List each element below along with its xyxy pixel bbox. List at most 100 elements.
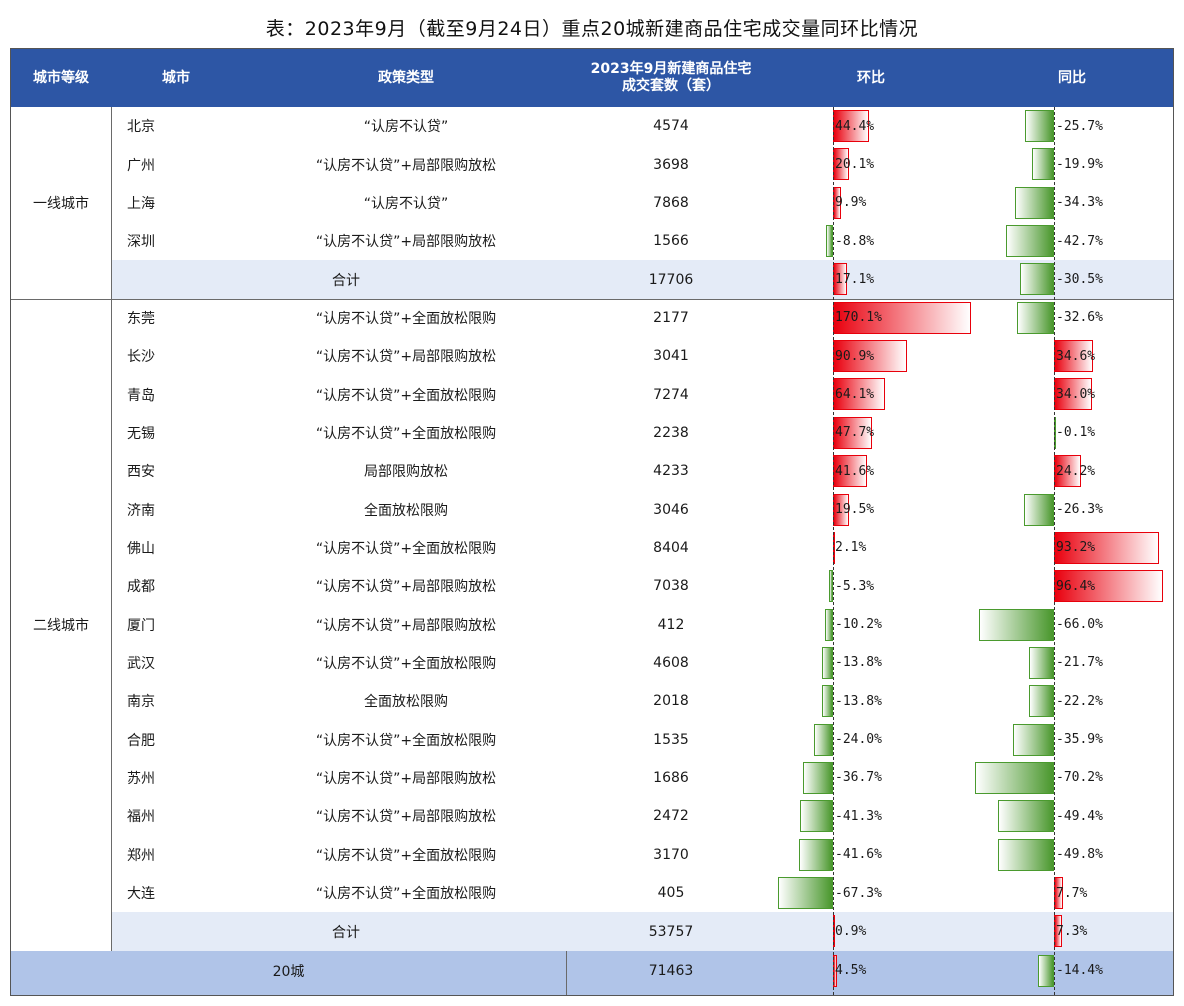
table-title: 表：2023年9月（截至9月24日）重点20城新建商品住宅成交量同环比情况 bbox=[265, 18, 919, 40]
yoy-label: -70.2% bbox=[1056, 770, 1103, 786]
policy-type: “认房不认贷” bbox=[363, 119, 449, 136]
tier-label: 二线城市 bbox=[33, 617, 89, 634]
subtotal-yoy-label: 7.3% bbox=[1056, 923, 1088, 939]
mom-label: -13.8% bbox=[835, 693, 882, 709]
mom-label: 90.9% bbox=[835, 348, 875, 364]
mom-bar bbox=[778, 877, 833, 909]
policy-type: “认房不认贷”+全面放松限购 bbox=[315, 886, 497, 903]
volume-value: 1535 bbox=[653, 731, 689, 748]
subtotal-mom-label: 0.9% bbox=[835, 923, 867, 939]
city-name: 郑州 bbox=[127, 847, 155, 864]
mom-label: -8.8% bbox=[835, 233, 875, 249]
mom-bar bbox=[833, 301, 971, 334]
total-yoy-label: -14.4% bbox=[1056, 963, 1103, 979]
yoy-label: -34.3% bbox=[1056, 195, 1103, 211]
policy-type: “认房不认贷”+局部限购放松 bbox=[315, 771, 497, 788]
yoy-bar bbox=[1005, 225, 1054, 258]
volume-value: 3170 bbox=[653, 846, 689, 863]
yoy-bar bbox=[1031, 148, 1054, 181]
city-name: 青岛 bbox=[127, 387, 155, 404]
header-policy: 政策类型 bbox=[378, 69, 434, 86]
mom-label: 64.1% bbox=[835, 386, 875, 402]
group-divider bbox=[11, 298, 1173, 300]
mom-bar bbox=[799, 800, 833, 833]
city-name: 福州 bbox=[127, 809, 155, 826]
yoy-bar bbox=[1054, 455, 1082, 488]
volume-value: 4233 bbox=[653, 463, 689, 480]
city-name: 南京 bbox=[127, 694, 155, 711]
mom-bar bbox=[803, 761, 833, 794]
policy-type: “认房不认贷”+全面放松限购 bbox=[315, 541, 497, 558]
header-yoy: 同比 bbox=[1058, 69, 1086, 86]
subtotal-volume: 53757 bbox=[648, 923, 694, 940]
yoy-bar bbox=[997, 838, 1054, 871]
tier-divider bbox=[111, 107, 112, 951]
city-name: 东莞 bbox=[127, 310, 155, 327]
volume-value: 2238 bbox=[653, 424, 689, 441]
mom-bar bbox=[813, 723, 833, 756]
subtotal-label: 合计 bbox=[332, 272, 360, 289]
mom-label: -5.3% bbox=[835, 578, 875, 594]
yoy-bar bbox=[998, 800, 1054, 833]
header-volume-line1: 2023年9月新建商品住宅 bbox=[590, 61, 752, 77]
volume-value: 4608 bbox=[653, 655, 689, 672]
policy-type: 全面放松限购 bbox=[364, 694, 448, 711]
city-name: 武汉 bbox=[127, 656, 155, 673]
yoy-label: 93.2% bbox=[1056, 540, 1096, 556]
volume-value: 405 bbox=[657, 885, 685, 902]
header-volume: 2023年9月新建商品住宅 成交套数（套） bbox=[571, 49, 771, 107]
volume-value: 2018 bbox=[653, 693, 689, 710]
volume-value: 7038 bbox=[653, 578, 689, 595]
yoy-label: -35.9% bbox=[1056, 732, 1103, 748]
mom-bar bbox=[799, 838, 833, 871]
mom-bar bbox=[828, 570, 833, 603]
policy-type: “认房不认贷”+全面放松限购 bbox=[315, 847, 497, 864]
city-name: 济南 bbox=[127, 502, 155, 519]
mom-label: -10.2% bbox=[835, 617, 882, 633]
policy-type: “认房不认贷”+局部限购放松 bbox=[315, 809, 497, 826]
yoy-label: -32.6% bbox=[1056, 310, 1103, 326]
yoy-bar bbox=[1015, 186, 1054, 219]
mom-bar bbox=[821, 685, 833, 718]
mom-bar bbox=[833, 340, 907, 373]
mom-bar bbox=[821, 646, 833, 679]
policy-type: “认房不认贷”+全面放松限购 bbox=[315, 425, 497, 442]
city-name: 合肥 bbox=[127, 732, 155, 749]
policy-type: “认房不认贷”+局部限购放松 bbox=[315, 157, 497, 174]
policy-type: “认房不认贷”+全面放松限购 bbox=[315, 387, 497, 404]
yoy-label: -49.8% bbox=[1056, 847, 1103, 863]
volume-value: 7868 bbox=[653, 194, 689, 211]
subtotal-band bbox=[111, 260, 1173, 299]
yoy-bar bbox=[1024, 493, 1054, 526]
yoy-bar bbox=[1017, 301, 1054, 334]
yoy-label: 34.6% bbox=[1056, 348, 1096, 364]
yoy-label: -21.7% bbox=[1056, 655, 1103, 671]
yoy-label: -0.1% bbox=[1056, 425, 1096, 441]
mom-label: -24.0% bbox=[835, 732, 882, 748]
header-city: 城市 bbox=[162, 69, 190, 86]
city-name: 成都 bbox=[127, 579, 155, 596]
mom-label: -41.3% bbox=[835, 808, 882, 824]
yoy-label: 96.4% bbox=[1056, 578, 1096, 594]
subtotal-yoy-label: -30.5% bbox=[1056, 271, 1103, 287]
subtotal-volume: 17706 bbox=[648, 271, 694, 288]
total-yoy-bar bbox=[1037, 954, 1054, 987]
yoy-bar bbox=[1054, 570, 1163, 603]
table-header: 城市等级 城市 政策类型 2023年9月新建商品住宅 成交套数（套） 环比 同比 bbox=[11, 49, 1173, 107]
city-name: 西安 bbox=[127, 464, 155, 481]
city-name: 上海 bbox=[127, 195, 155, 212]
data-table: 城市等级 城市 政策类型 2023年9月新建商品住宅 成交套数（套） 环比 同比… bbox=[10, 48, 1174, 996]
mom-axis-line bbox=[833, 107, 834, 995]
policy-type: “认房不认贷”+局部限购放松 bbox=[315, 579, 497, 596]
yoy-bar bbox=[1013, 723, 1054, 756]
mom-label: 2.1% bbox=[835, 540, 867, 556]
total-volume: 71463 bbox=[648, 962, 694, 979]
mom-label: -36.7% bbox=[835, 770, 882, 786]
policy-type: “认房不认贷”+全面放松限购 bbox=[315, 732, 497, 749]
mom-bar bbox=[824, 608, 833, 641]
volume-value: 8404 bbox=[653, 540, 689, 557]
yoy-label: -22.2% bbox=[1056, 693, 1103, 709]
city-name: 佛山 bbox=[127, 541, 155, 558]
yoy-label: 24.2% bbox=[1056, 463, 1096, 479]
yoy-label: -26.3% bbox=[1056, 502, 1103, 517]
